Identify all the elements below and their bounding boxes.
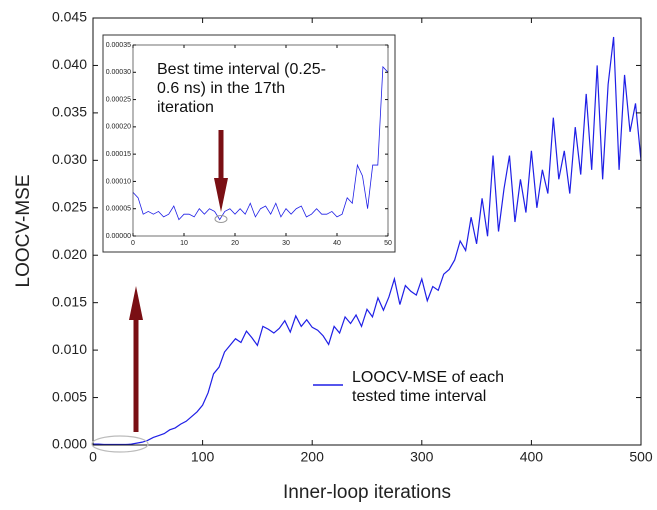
y-tick-label: 0.030	[52, 151, 87, 167]
plot-frame	[92, 17, 642, 446]
x-tick-label: 300	[410, 449, 434, 465]
y-tick-label: 0.005	[52, 388, 87, 404]
x-tick-label: 50	[384, 240, 392, 247]
y-tick-label: 0.00035	[106, 42, 131, 49]
y-tick-label: 0.00020	[106, 124, 131, 131]
y-tick-label: 0.00030	[106, 69, 131, 76]
x-tick-label: 40	[333, 240, 341, 247]
x-tick-label: 400	[520, 449, 544, 465]
highlight-ellipse	[91, 435, 149, 453]
inset-plot: 0.00000 0.00005 0.00010 0.00015 0.00020 0.000…	[106, 42, 392, 247]
x-tick-label: 100	[191, 449, 215, 465]
inset-box	[102, 34, 396, 253]
x-axis-label: Inner-loop iterations	[283, 482, 451, 503]
x-tick-label: 20	[231, 240, 239, 247]
y-tick-label: 0.040	[52, 56, 87, 72]
y-tick-label: 0.000	[52, 436, 87, 452]
x-tick-label: 500	[629, 449, 653, 465]
legend-label: LOOCV-MSE of each tested time interval	[352, 369, 505, 406]
x-tick-label: 0	[131, 240, 135, 247]
arrow	[214, 130, 228, 212]
y-tick-label: 0.020	[52, 246, 87, 262]
y-tick-label: 0.00000	[106, 233, 131, 240]
y-tick-label: 0.00010	[106, 178, 131, 185]
y-tick-label: 0.025	[52, 198, 87, 214]
y-tick-label: 0.00025	[106, 96, 131, 103]
highlight-ellipse	[214, 215, 228, 223]
x-tick-label: 200	[301, 449, 325, 465]
main-plot: 0.000 0.005 0.010 0.015 0.020 0.025 0.030 0.035…	[52, 9, 653, 465]
y-tick-label: 0.035	[52, 104, 87, 120]
x-tick-label: 10	[180, 240, 188, 247]
y-tick-label: 0.015	[52, 293, 87, 309]
arrow	[129, 286, 143, 432]
y-tick-label: 0.045	[52, 9, 87, 25]
y-tick-label: 0.00005	[106, 206, 131, 213]
plot-frame	[132, 44, 389, 237]
annotation: Best time interval (0.25-0.6 ns) in the …	[157, 61, 326, 117]
y-tick-label: 0.010	[52, 341, 87, 357]
data-line	[132, 65, 389, 221]
y-tick-label: 0.00015	[106, 151, 131, 158]
x-tick-label: 30	[282, 240, 290, 247]
data-line	[93, 36, 642, 446]
x-tick-label: 0	[89, 449, 97, 465]
y-axis-label: LOOCV-MSE	[13, 175, 34, 288]
